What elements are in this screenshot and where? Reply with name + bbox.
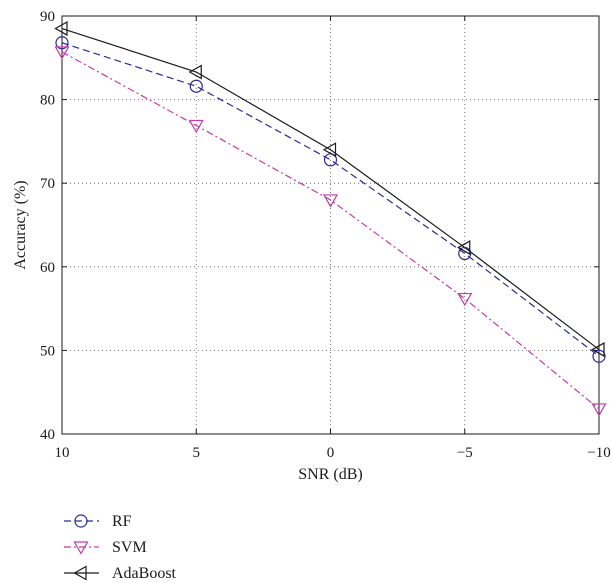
axis-ticks [61, 15, 600, 435]
data-point-svm [591, 403, 607, 417]
data-point-adaboost [322, 142, 337, 158]
x-axis-label: SNR (dB) [298, 466, 362, 483]
legend-marker [74, 514, 88, 528]
data-point-adaboost [188, 64, 202, 80]
legend-label: SVM [112, 539, 147, 556]
y-tick-label: 40 [40, 427, 55, 443]
legend-label: RF [112, 513, 132, 530]
data-point-adaboost [591, 342, 605, 358]
y-tick-label: 50 [40, 343, 55, 359]
series-line-adaboost [61, 27, 600, 351]
x-tick-label: −10 [587, 445, 610, 461]
y-tick-label: 70 [40, 176, 55, 192]
x-tick-label: 10 [55, 445, 70, 461]
y-tick-label: 60 [40, 260, 55, 276]
x-tick-label: 5 [193, 445, 201, 461]
y-axis-label: Accuracy (%) [12, 180, 29, 269]
x-tick-labels: 10 5 0 −5 −10 [55, 445, 611, 461]
legend-marker [73, 565, 87, 581]
legend-item-adaboost: AdaBoost [64, 565, 177, 582]
data-point-svm [188, 119, 204, 134]
series-markers [54, 21, 607, 417]
legend-label: AdaBoost [112, 565, 177, 582]
x-tick-label: −5 [457, 445, 473, 461]
series-line-svm [61, 51, 600, 410]
y-tick-label: 90 [40, 9, 55, 25]
grid [62, 16, 599, 434]
x-tick-label: 0 [327, 445, 335, 461]
y-tick-label: 80 [40, 93, 55, 109]
data-point-svm [54, 46, 70, 60]
data-point-svm [322, 194, 339, 208]
series-line-rf [61, 42, 600, 357]
legend-item-svm: SVM [64, 539, 147, 556]
data-point-rf [592, 349, 606, 363]
series-lines [61, 27, 600, 410]
legend-marker [73, 541, 89, 555]
data-point-rf [458, 246, 472, 261]
legend: RF SVM AdaBoost [64, 513, 177, 582]
legend-item-rf: RF [64, 513, 132, 530]
data-point-rf [55, 36, 69, 50]
y-tick-labels: 40 50 60 70 80 90 [40, 9, 55, 443]
plot-frame [61, 15, 600, 435]
data-point-svm [457, 292, 473, 307]
data-point-adaboost [457, 240, 471, 256]
data-point-rf [189, 79, 203, 93]
data-point-adaboost [54, 21, 68, 37]
